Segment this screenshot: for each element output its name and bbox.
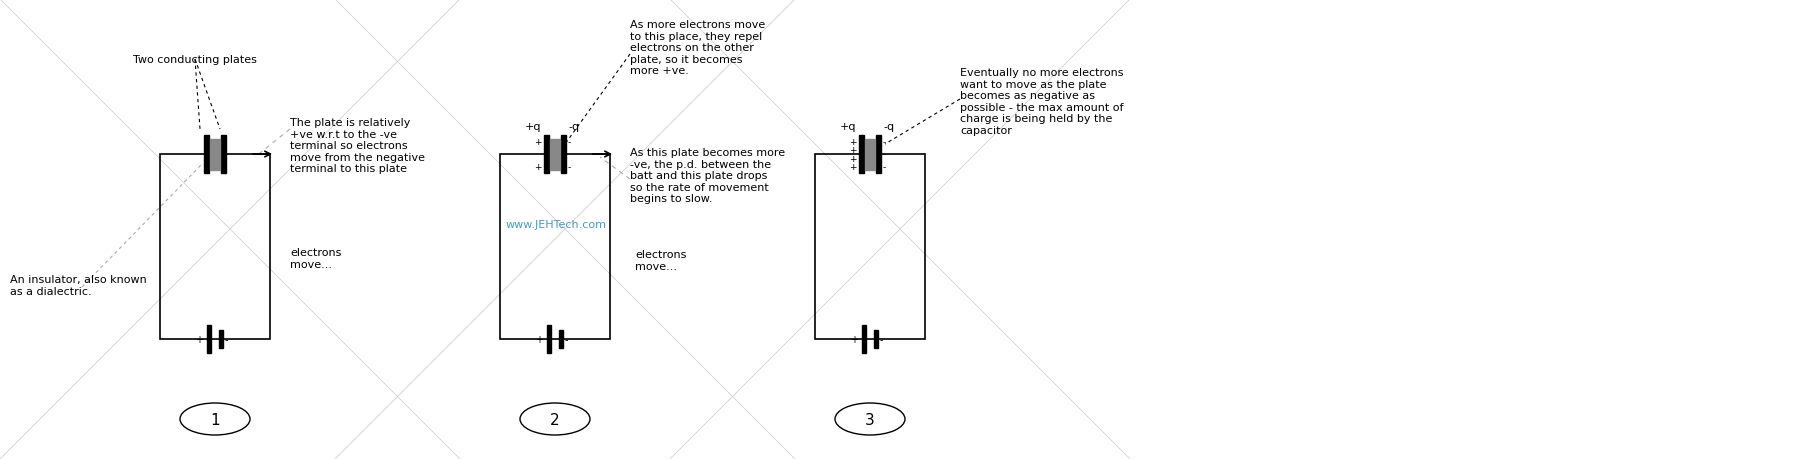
Text: 1: 1 — [209, 412, 220, 426]
Text: +: + — [535, 334, 542, 344]
Text: electrons
move...: electrons move... — [635, 249, 686, 271]
Text: Eventually no more electrons
want to move as the plate
becomes as negative as
po: Eventually no more electrons want to mov… — [959, 68, 1123, 136]
Bar — [875, 136, 881, 174]
Text: -: - — [568, 138, 571, 147]
Text: -: - — [881, 334, 883, 344]
Text: +: + — [535, 138, 542, 147]
Bar — [874, 330, 877, 348]
Text: 2: 2 — [550, 412, 561, 426]
Text: -: - — [883, 138, 886, 147]
Text: -: - — [883, 162, 886, 171]
Bar — [548, 325, 551, 353]
Text: 3: 3 — [864, 412, 875, 426]
Text: +: + — [195, 334, 204, 344]
Bar — [501, 155, 610, 339]
Bar — [209, 140, 220, 171]
Text: -: - — [568, 162, 571, 171]
Bar — [863, 325, 866, 353]
Text: +q: +q — [839, 122, 855, 132]
Text: -q: -q — [568, 122, 579, 132]
Text: -: - — [226, 334, 229, 344]
Text: As more electrons move
to this place, they repel
electrons on the other
plate, s: As more electrons move to this place, th… — [630, 20, 764, 76]
Bar — [544, 136, 550, 174]
Bar — [561, 136, 566, 174]
Bar — [204, 136, 209, 174]
Bar — [859, 136, 864, 174]
Bar — [160, 155, 269, 339]
Text: An insulator, also known
as a dialectric.: An insulator, also known as a dialectric… — [9, 274, 147, 296]
Text: As this plate becomes more
-ve, the p.d. between the
batt and this plate drops
s: As this plate becomes more -ve, the p.d.… — [630, 148, 784, 204]
Text: -: - — [883, 150, 886, 159]
Text: +: + — [535, 162, 542, 171]
Text: +: + — [850, 162, 857, 171]
Text: +: + — [850, 146, 857, 155]
Text: +q: +q — [524, 122, 541, 132]
Text: Two conducting plates: Two conducting plates — [133, 55, 257, 65]
Text: www.JEHTech.com: www.JEHTech.com — [506, 219, 606, 230]
Text: +: + — [850, 154, 857, 163]
Text: +: + — [850, 334, 857, 344]
Bar — [207, 325, 211, 353]
Bar — [550, 140, 561, 171]
Bar — [218, 330, 224, 348]
Text: +: + — [850, 138, 857, 147]
Text: The plate is relatively
+ve w.r.t to the -ve
terminal so electrons
move from the: The plate is relatively +ve w.r.t to the… — [289, 118, 426, 174]
Bar — [220, 136, 226, 174]
Bar — [815, 155, 925, 339]
Text: electrons
move...: electrons move... — [289, 247, 342, 269]
Text: -q: -q — [883, 122, 894, 132]
Bar — [559, 330, 562, 348]
Text: -: - — [564, 334, 568, 344]
Bar — [864, 140, 875, 171]
